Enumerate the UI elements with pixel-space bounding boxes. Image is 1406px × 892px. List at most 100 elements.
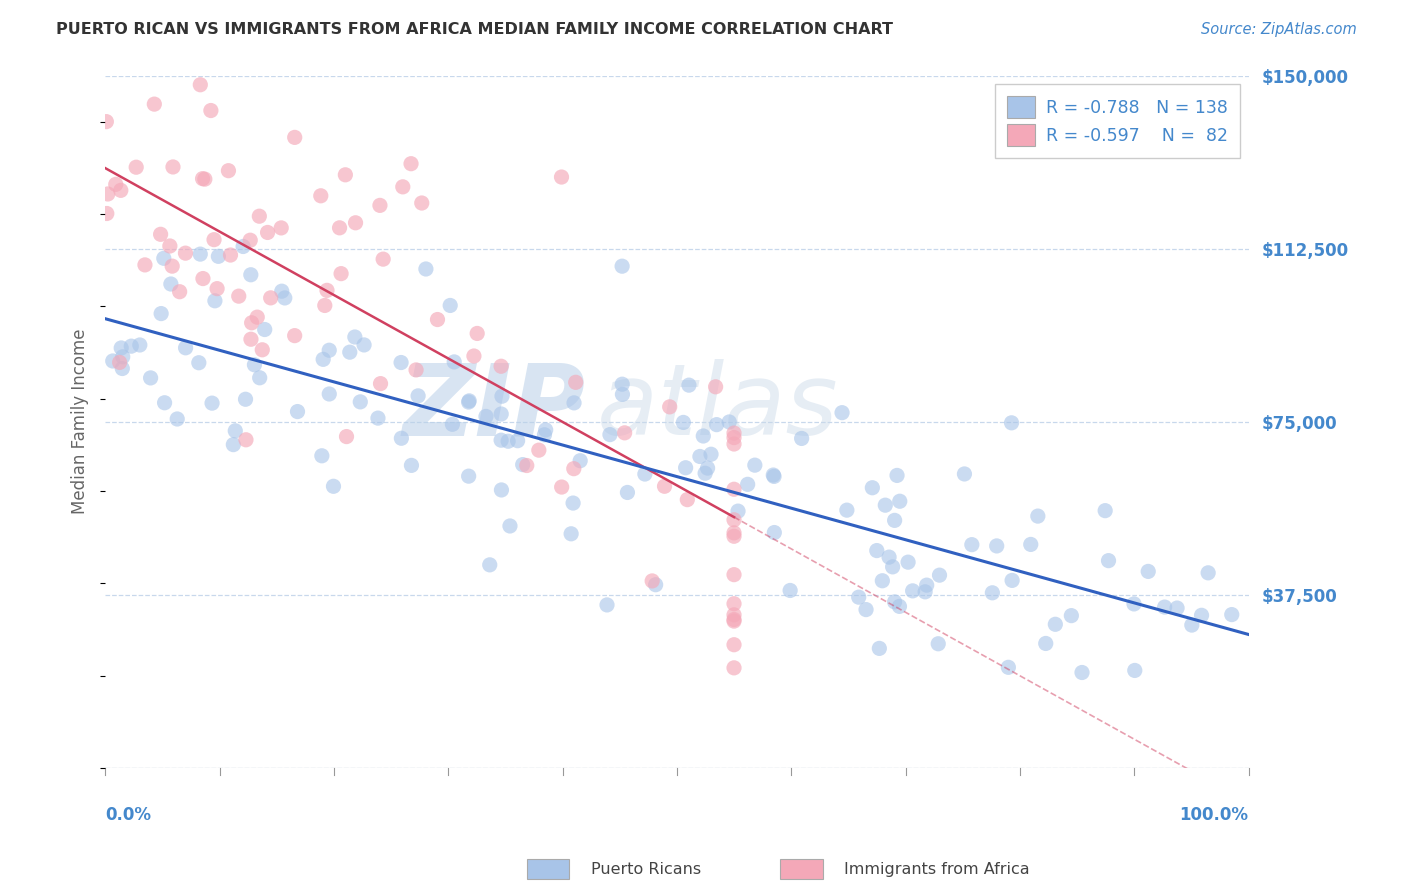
Point (191, 271, 214, 285)
Point (779, 583, 801, 598)
Point (981, 586, 1004, 600)
Point (188, 78, 211, 92)
Point (875, 498, 897, 512)
Point (678, 378, 700, 392)
Point (217, 163, 239, 178)
Point (723, 661, 745, 675)
Point (689, 450, 711, 464)
Point (491, 483, 513, 497)
Point (191, 171, 214, 186)
Point (928, 568, 950, 582)
Point (744, 458, 766, 472)
Point (883, 513, 905, 527)
Text: 0.0%: 0.0% (105, 805, 152, 824)
Point (287, 404, 309, 418)
Point (174, 341, 197, 355)
Point (187, 356, 209, 370)
Point (239, 332, 262, 346)
Text: PUERTO RICAN VS IMMIGRANTS FROM AFRICA MEDIAN FAMILY INCOME CORRELATION CHART: PUERTO RICAN VS IMMIGRANTS FROM AFRICA M… (56, 22, 893, 37)
Point (314, 298, 336, 312)
Point (401, 458, 423, 473)
Point (1153, 600, 1175, 615)
Point (723, 529, 745, 543)
Point (692, 429, 714, 443)
Point (997, 660, 1019, 674)
Point (200, 103, 222, 118)
Point (110, 183, 132, 197)
Point (696, 461, 718, 475)
Point (723, 437, 745, 451)
Point (439, 298, 461, 312)
Point (723, 638, 745, 652)
Point (1123, 597, 1146, 611)
Point (335, 168, 357, 182)
Point (489, 433, 512, 447)
Point (330, 267, 353, 281)
Point (762, 468, 785, 483)
Point (986, 539, 1008, 553)
Point (616, 485, 638, 500)
Point (368, 198, 391, 212)
Point (166, 412, 188, 426)
Point (512, 458, 534, 472)
Point (104, 178, 127, 192)
Point (411, 196, 433, 211)
Point (723, 614, 745, 628)
Point (727, 504, 749, 518)
Point (228, 289, 250, 303)
Point (443, 355, 465, 369)
Point (194, 172, 217, 186)
Point (370, 376, 392, 391)
Point (491, 389, 513, 403)
Point (201, 396, 224, 410)
Point (654, 479, 676, 493)
Point (389, 431, 412, 445)
Point (252, 343, 274, 357)
Point (475, 409, 498, 424)
Point (533, 427, 555, 442)
Point (569, 454, 592, 468)
Point (901, 583, 924, 598)
Text: Puerto Ricans: Puerto Ricans (591, 863, 700, 877)
Point (882, 559, 904, 574)
Point (101, 354, 124, 368)
Point (897, 555, 920, 569)
Point (1191, 608, 1213, 623)
Point (96, 206, 118, 220)
Point (1123, 664, 1146, 678)
Point (723, 513, 745, 527)
Point (134, 258, 156, 272)
Point (339, 345, 361, 359)
Point (169, 285, 191, 299)
Point (240, 316, 263, 330)
Point (159, 239, 181, 253)
Point (253, 322, 276, 336)
Point (111, 361, 134, 376)
Point (1166, 601, 1188, 615)
Point (202, 233, 225, 247)
Text: Source: ZipAtlas.com: Source: ZipAtlas.com (1201, 22, 1357, 37)
Legend: R = -0.788   N = 138, R = -0.597    N =  82: R = -0.788 N = 138, R = -0.597 N = 82 (995, 84, 1240, 158)
Point (612, 387, 634, 401)
Point (309, 188, 332, 202)
Point (562, 496, 585, 510)
Point (860, 481, 883, 495)
Point (312, 352, 335, 367)
Point (457, 395, 479, 409)
Point (723, 567, 745, 582)
Point (205, 282, 228, 296)
Point (641, 574, 664, 588)
Point (855, 602, 877, 616)
Point (889, 494, 911, 508)
Point (866, 543, 889, 558)
Point (737, 477, 759, 491)
Point (550, 480, 572, 494)
Point (349, 395, 371, 409)
Point (284, 328, 307, 343)
Point (1035, 636, 1057, 650)
Point (318, 343, 340, 358)
Point (915, 578, 938, 592)
Point (405, 363, 427, 377)
Point (700, 447, 723, 461)
Point (1197, 566, 1219, 580)
